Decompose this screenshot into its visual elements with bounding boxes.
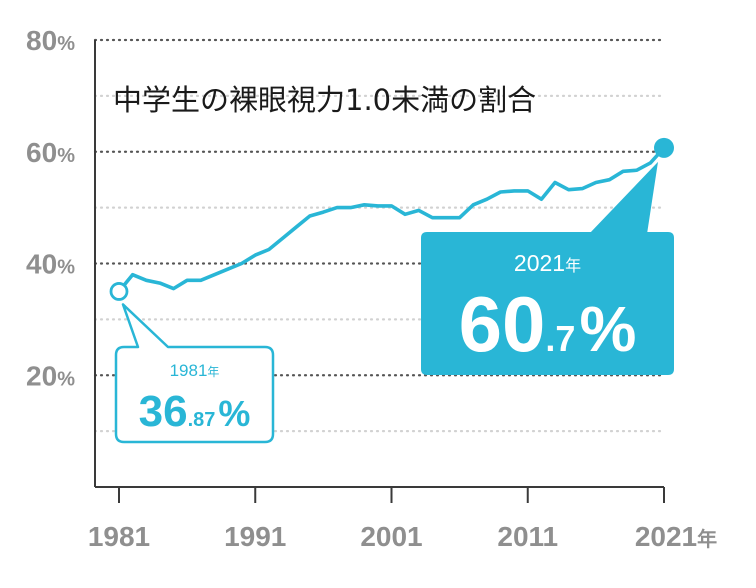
x-tick-labels: 1981 1991 2001 2011 2021年 bbox=[88, 487, 717, 552]
callout-value-1981: 36.87% bbox=[139, 387, 251, 436]
marker-2021 bbox=[654, 137, 674, 158]
callout-box-1981 bbox=[114, 303, 275, 444]
y-tick-labels: 80% 60% 40% 20% bbox=[26, 25, 75, 391]
x-tick-label: 2021年 bbox=[635, 521, 717, 552]
x-tick-label: 1981 bbox=[88, 521, 150, 552]
callout-value-2021: 60.7% bbox=[459, 280, 637, 368]
series-line bbox=[117, 146, 666, 294]
callout-year-1981: 1981年 bbox=[170, 361, 220, 380]
chart-title: 中学生の裸眼視力1.0未満の割合 bbox=[113, 83, 536, 117]
y-tick-label: 40% bbox=[26, 249, 75, 280]
callout-1981: 1981年 36.87% bbox=[109, 282, 275, 444]
y-tick-label: 60% bbox=[26, 137, 75, 168]
marker-1981 bbox=[109, 282, 129, 301]
callout-box-2021 bbox=[421, 232, 674, 375]
series-layer bbox=[117, 146, 666, 294]
callouts: 1981年 36.87% 2021年 60.7% bbox=[109, 137, 674, 444]
callout-year-2021: 2021年 bbox=[514, 250, 581, 276]
y-tick-label: 80% bbox=[26, 25, 75, 56]
axes bbox=[94, 40, 664, 488]
callout-2021: 2021年 60.7% bbox=[421, 137, 674, 375]
callout-pointer-2021 bbox=[589, 161, 658, 234]
y-tick-label: 20% bbox=[26, 360, 75, 391]
x-tick-label: 1991 bbox=[224, 521, 286, 552]
x-tick-label: 2011 bbox=[497, 521, 558, 552]
x-tick-label: 2001 bbox=[360, 521, 422, 552]
